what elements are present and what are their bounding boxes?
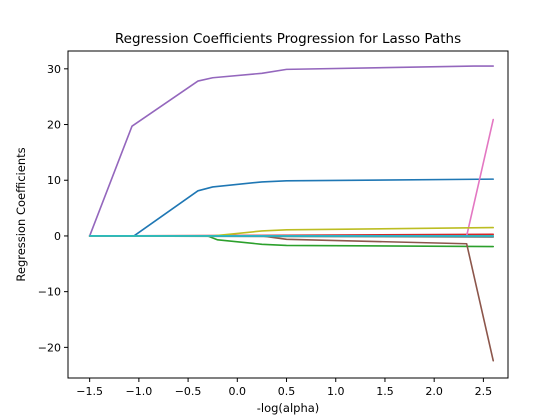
x-tick-label: 0.0 <box>229 385 247 398</box>
x-tick-label: −1.5 <box>76 385 103 398</box>
x-tick-label: 0.5 <box>278 385 296 398</box>
x-tick-label: −0.5 <box>175 385 202 398</box>
chart-title: Regression Coefficients Progression for … <box>115 31 461 47</box>
y-tick-label: −20 <box>38 341 61 354</box>
x-tick-label: 1.0 <box>327 385 345 398</box>
x-tick-label: 1.5 <box>376 385 394 398</box>
series-layer <box>88 65 495 362</box>
x-axis-label: -log(alpha) <box>257 401 320 415</box>
series-line-5 <box>88 65 495 237</box>
y-axis: −20 −10 0 10 20 30 <box>38 63 68 354</box>
x-tick-label: 2.0 <box>425 385 443 398</box>
y-tick-label: 20 <box>47 119 61 132</box>
x-tick-label: 2.5 <box>475 385 493 398</box>
y-tick-label: −10 <box>38 286 61 299</box>
x-axis: −1.5 −1.0 −0.5 0.0 0.5 1.0 1.5 2.0 2.5 <box>76 378 492 398</box>
y-tick-label: 30 <box>47 63 61 76</box>
x-tick-label: −1.0 <box>126 385 153 398</box>
y-axis-label: Regression Coefficients <box>14 147 28 281</box>
y-tick-label: 10 <box>47 174 61 187</box>
y-tick-label: 0 <box>54 230 61 243</box>
plot-frame <box>67 50 509 379</box>
